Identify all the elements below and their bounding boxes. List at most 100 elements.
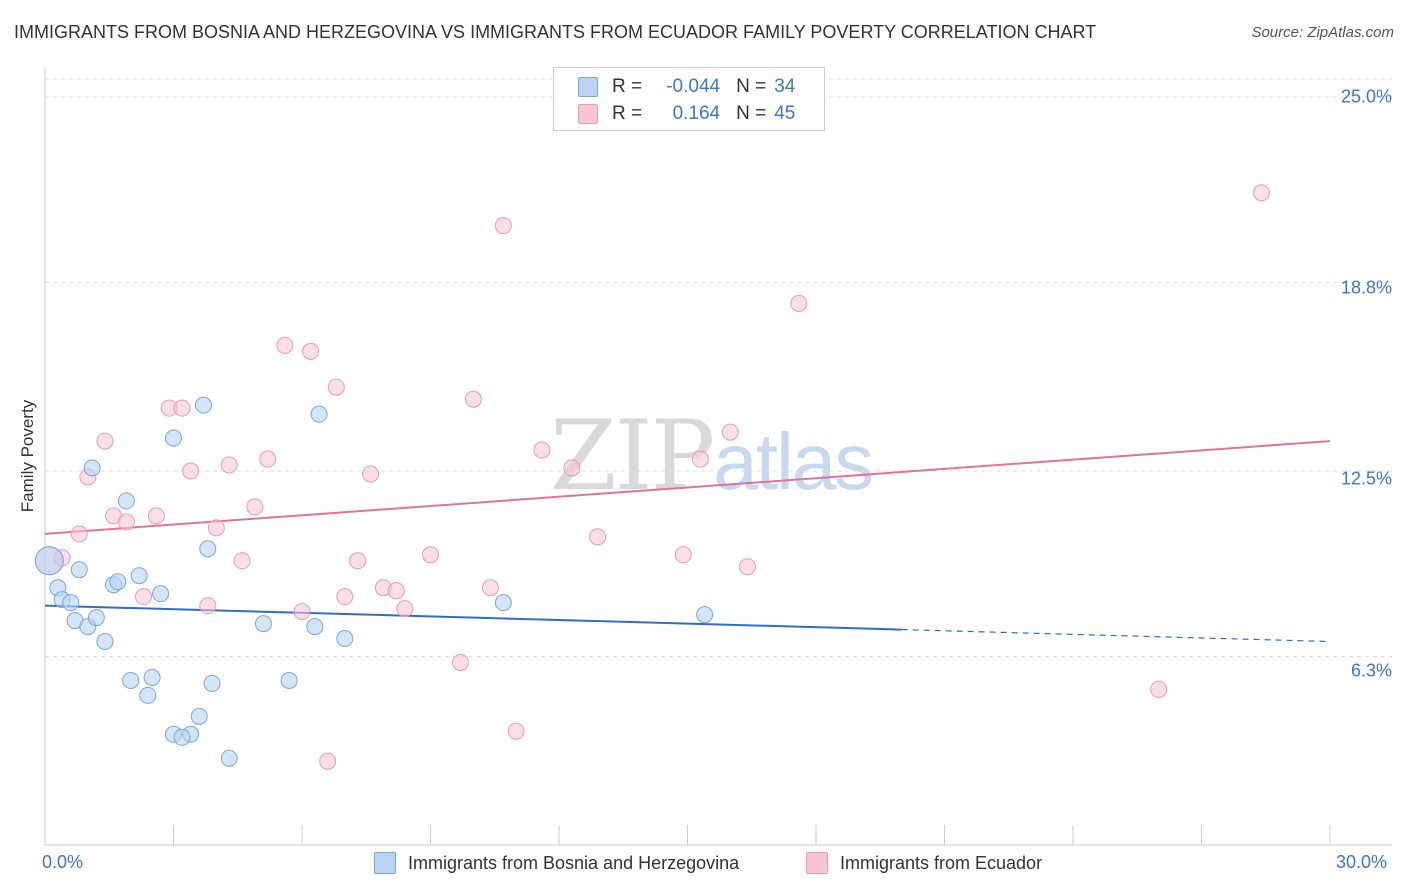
point-bosnia bbox=[696, 606, 714, 624]
point-ecuador bbox=[481, 579, 499, 597]
legend-row-ecuador: R = 0.164 N = 45 bbox=[578, 103, 811, 125]
point-bosnia bbox=[306, 618, 324, 636]
point-ecuador bbox=[147, 507, 165, 525]
point-ecuador bbox=[246, 498, 264, 516]
point-ecuador bbox=[199, 597, 217, 615]
y-axis-label: Family Poverty bbox=[18, 399, 37, 513]
point-bosnia bbox=[336, 630, 354, 648]
watermark-atlas: atlas bbox=[713, 417, 874, 506]
point-ecuador bbox=[349, 552, 367, 570]
y-tick-label-18-8: 18.8% bbox=[1340, 277, 1392, 298]
watermark-zip: ZIP bbox=[550, 400, 715, 512]
y-tick-label-25: 25.0% bbox=[1340, 86, 1392, 107]
point-ecuador bbox=[589, 528, 607, 546]
source-label: Source: ZipAtlas.com bbox=[1251, 24, 1394, 41]
point-ecuador bbox=[387, 582, 405, 600]
point-ecuador bbox=[1252, 184, 1270, 202]
point-bosnia bbox=[199, 540, 217, 558]
point-bosnia bbox=[70, 561, 88, 579]
point-bosnia bbox=[494, 594, 512, 612]
bottom-legend-bosnia: Immigrants from Bosnia and Herzegovina bbox=[374, 852, 739, 874]
point-ecuador bbox=[259, 450, 277, 468]
point-ecuador bbox=[182, 462, 200, 480]
point-bosnia bbox=[117, 492, 135, 510]
point-ecuador bbox=[135, 588, 153, 606]
y-tick-label-12-5: 12.5% bbox=[1340, 468, 1392, 489]
point-ecuador bbox=[721, 423, 739, 441]
bottom-legend-swatch-bosnia bbox=[374, 852, 396, 874]
point-bosnia bbox=[109, 573, 127, 591]
point-ecuador bbox=[790, 294, 808, 312]
legend-n-label: N = bbox=[736, 76, 767, 97]
point-ecuador bbox=[327, 378, 345, 396]
watermark: ZIPatlas bbox=[550, 400, 874, 512]
trend-line-bosnia-extrapolated bbox=[901, 628, 1331, 643]
point-ecuador bbox=[451, 653, 469, 671]
point-ecuador bbox=[362, 465, 380, 483]
bottom-legend-swatch-ecuador bbox=[806, 852, 828, 874]
point-ecuador bbox=[220, 456, 238, 474]
point-ecuador bbox=[276, 336, 294, 354]
point-bosnia bbox=[190, 707, 208, 725]
x-tick-label-min: 0.0% bbox=[42, 852, 84, 872]
legend-r-value: 0.164 bbox=[672, 103, 721, 124]
point-ecuador bbox=[293, 603, 311, 621]
point-ecuador bbox=[233, 552, 251, 570]
trend-line-ecuador bbox=[44, 440, 1331, 535]
point-bosnia bbox=[130, 567, 148, 585]
point-ecuador bbox=[319, 752, 337, 770]
point-bosnia bbox=[254, 615, 272, 633]
point-bosnia bbox=[139, 686, 157, 704]
point-bosnia bbox=[280, 671, 298, 689]
y-tick-label-6-3: 6.3% bbox=[1350, 660, 1392, 681]
point-bosnia bbox=[220, 749, 238, 767]
point-ecuador bbox=[302, 342, 320, 360]
bottom-legend-label-bosnia: Immigrants from Bosnia and Herzegovina bbox=[408, 852, 740, 873]
legend-n-value: 34 bbox=[774, 76, 796, 97]
point-bosnia bbox=[165, 429, 182, 447]
legend-n-label: N = bbox=[736, 103, 767, 124]
point-ecuador bbox=[494, 217, 512, 235]
point-bosnia bbox=[122, 671, 140, 689]
point-bosnia bbox=[194, 396, 212, 414]
point-bosnia bbox=[83, 459, 101, 477]
point-ecuador bbox=[70, 525, 88, 543]
point-ecuador bbox=[173, 399, 191, 417]
point-ecuador bbox=[738, 558, 756, 576]
point-ecuador bbox=[422, 546, 439, 564]
point-ecuador bbox=[674, 546, 692, 564]
point-ecuador bbox=[507, 722, 525, 740]
legend-n-value: 45 bbox=[774, 103, 796, 124]
x-tick-label-max: 30.0% bbox=[1336, 852, 1388, 872]
trend-line-bosnia bbox=[44, 604, 902, 631]
chart-title: IMMIGRANTS FROM BOSNIA AND HERZEGOVINA V… bbox=[14, 22, 1097, 42]
point-ecuador bbox=[336, 588, 354, 606]
point-bosnia bbox=[143, 668, 161, 686]
point-ecuador bbox=[117, 513, 135, 531]
legend-swatch-bosnia bbox=[578, 77, 598, 97]
legend-r-label: R = bbox=[612, 103, 643, 124]
point-ecuador bbox=[1150, 680, 1168, 698]
legend-swatch-ecuador bbox=[578, 104, 598, 124]
point-ecuador bbox=[691, 450, 709, 468]
bottom-legend-label-ecuador: Immigrants from Ecuador bbox=[840, 852, 1043, 873]
point-ecuador bbox=[96, 432, 114, 450]
point-bosnia bbox=[62, 594, 80, 612]
point-bosnia bbox=[173, 728, 191, 746]
legend-row-bosnia: R = -0.044 N = 34 bbox=[578, 76, 811, 98]
correlation-legend: R = -0.044 N = 34 R = 0.164 N = 45 bbox=[553, 67, 825, 131]
point-ecuador bbox=[396, 600, 414, 618]
bottom-legend-ecuador: Immigrants from Ecuador bbox=[806, 852, 1042, 874]
point-bosnia bbox=[34, 546, 64, 576]
point-bosnia bbox=[152, 585, 170, 603]
point-ecuador bbox=[464, 390, 482, 408]
point-ecuador bbox=[207, 519, 225, 537]
point-ecuador bbox=[533, 441, 551, 459]
point-bosnia bbox=[310, 405, 328, 423]
point-bosnia bbox=[203, 674, 221, 692]
point-bosnia bbox=[87, 609, 105, 627]
point-bosnia bbox=[96, 633, 114, 651]
point-ecuador bbox=[563, 459, 581, 477]
legend-r-value: -0.044 bbox=[666, 76, 721, 97]
